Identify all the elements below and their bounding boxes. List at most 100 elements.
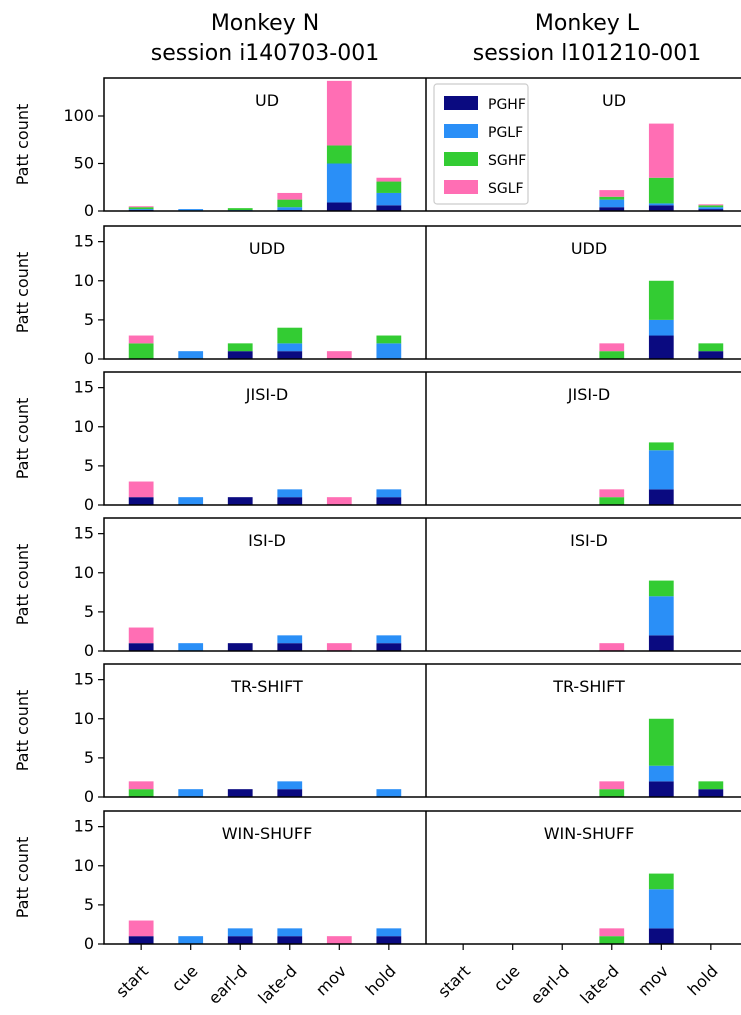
bar-segment-pglf: [178, 497, 204, 505]
bar-segment-pglf: [698, 207, 724, 210]
bar-segment-sglf: [128, 627, 154, 644]
legend-box: [433, 83, 529, 205]
y-tick-label: 10: [74, 856, 94, 875]
panel-title: UDD: [249, 239, 285, 258]
panel-frame: [103, 371, 741, 506]
x-tick-label: mov: [634, 961, 672, 999]
panel-title: WIN-SHUFF: [222, 824, 313, 843]
bar-segment-pghf: [326, 202, 352, 211]
bar-segment-pghf: [277, 497, 303, 505]
bar-segment-pghf: [227, 936, 253, 944]
panel-title: TR-SHIFT: [230, 677, 303, 696]
bar-segment-sghf: [648, 873, 674, 890]
bar-segment-pglf: [277, 343, 303, 352]
bar-segment-sglf: [326, 936, 352, 944]
bar-segment-sghf: [326, 145, 352, 164]
y-tick-label: 0: [84, 201, 94, 220]
panel-title: JISI-D: [567, 385, 610, 404]
y-tick-label: 5: [84, 310, 94, 329]
y-tick-label: 15: [74, 670, 94, 689]
bar-segment-sglf: [277, 192, 303, 200]
bar-segment-sglf: [326, 643, 352, 651]
bar-segment-pghf: [277, 643, 303, 651]
y-tick-label: 0: [84, 787, 94, 806]
bar-segment-sghf: [277, 199, 303, 208]
bar-segment-pglf: [376, 928, 402, 937]
bar-segment-sglf: [128, 335, 154, 344]
legend-label-sglf: SGLF: [488, 181, 524, 197]
bar-segment-pglf: [648, 889, 674, 929]
bar-segment-pglf: [178, 351, 204, 359]
bar-segment-pghf: [698, 789, 724, 797]
bar-segment-sghf: [599, 789, 625, 797]
y-tick-label: 0: [84, 934, 94, 953]
bar-segment-sghf: [376, 335, 402, 344]
bar-segment-pghf: [599, 207, 625, 211]
bar-segment-pglf: [599, 199, 625, 208]
bar-segment-sghf: [648, 718, 674, 766]
bar-segment-sghf: [599, 196, 625, 200]
bar-segment-pghf: [648, 205, 674, 211]
bar-segment-pglf: [227, 928, 253, 937]
legend-swatch-pghf: [444, 96, 478, 110]
y-tick-label: 15: [74, 232, 94, 251]
bar-segment-pghf: [277, 789, 303, 797]
y-tick-label: 50: [74, 154, 94, 173]
bar-segment-sghf: [376, 181, 402, 193]
bar-segment-pglf: [376, 635, 402, 644]
bar-segment-pghf: [376, 497, 402, 505]
bar-segment-sghf: [599, 936, 625, 944]
panel-frame: [103, 77, 741, 212]
bar-segment-sglf: [599, 781, 625, 790]
bar-segment-pghf: [277, 936, 303, 944]
bar-segment-pglf: [648, 765, 674, 782]
bar-segment-sglf: [599, 190, 625, 197]
y-axis-label: Patt count: [13, 837, 32, 919]
bar-segment-pglf: [376, 192, 402, 206]
bar-segment-sghf: [128, 789, 154, 797]
bar-segment-sglf: [599, 928, 625, 937]
bar-segment-pghf: [277, 351, 303, 359]
bar-segment-pghf: [128, 936, 154, 944]
y-tick-label: 15: [74, 817, 94, 836]
bar-segment-pghf: [698, 351, 724, 359]
bar-segment-pghf: [648, 928, 674, 944]
bar-segment-pghf: [648, 635, 674, 651]
panel-title: ISI-D: [570, 531, 608, 550]
bar-segment-sglf: [128, 481, 154, 498]
legend-label-pglf: PGLF: [488, 125, 523, 141]
bar-segment-sglf: [599, 343, 625, 352]
bar-segment-pglf: [277, 635, 303, 644]
x-tick-label: cue: [168, 961, 202, 995]
bar-segment-sghf: [227, 208, 253, 211]
bar-segment-sglf: [326, 351, 352, 359]
bar-segment-pghf: [227, 497, 253, 505]
column-title-right-line2: session l101210-001: [473, 41, 701, 66]
bar-segment-pglf: [648, 450, 674, 490]
bar-segment-pglf: [277, 489, 303, 498]
panel-title: ISI-D: [248, 531, 286, 550]
bar-segment-pglf: [326, 163, 352, 203]
bar-segment-pghf: [376, 936, 402, 944]
y-tick-label: 10: [74, 271, 94, 290]
bar-segment-pghf: [128, 497, 154, 505]
legend-swatch-sghf: [444, 152, 478, 166]
y-tick-label: 5: [84, 456, 94, 475]
bar-segment-sghf: [698, 343, 724, 352]
panel-title: JISI-D: [245, 385, 288, 404]
x-tick-label: start: [434, 961, 474, 1001]
bar-segment-pglf: [178, 209, 204, 211]
bar-segment-sglf: [128, 206, 154, 208]
bar-segment-pglf: [376, 489, 402, 498]
bar-segment-pglf: [648, 203, 674, 206]
x-tick-label: cue: [490, 961, 524, 995]
x-tick-label: earl-d: [205, 961, 251, 1007]
bar-segment-sglf: [128, 781, 154, 790]
column-title-left-line2: session i140703-001: [151, 41, 379, 66]
x-tick-label: earl-d: [527, 961, 573, 1007]
panel-title: TR-SHIFT: [552, 677, 625, 696]
y-axis-label: Patt count: [13, 398, 32, 480]
bar-segment-sghf: [599, 351, 625, 359]
